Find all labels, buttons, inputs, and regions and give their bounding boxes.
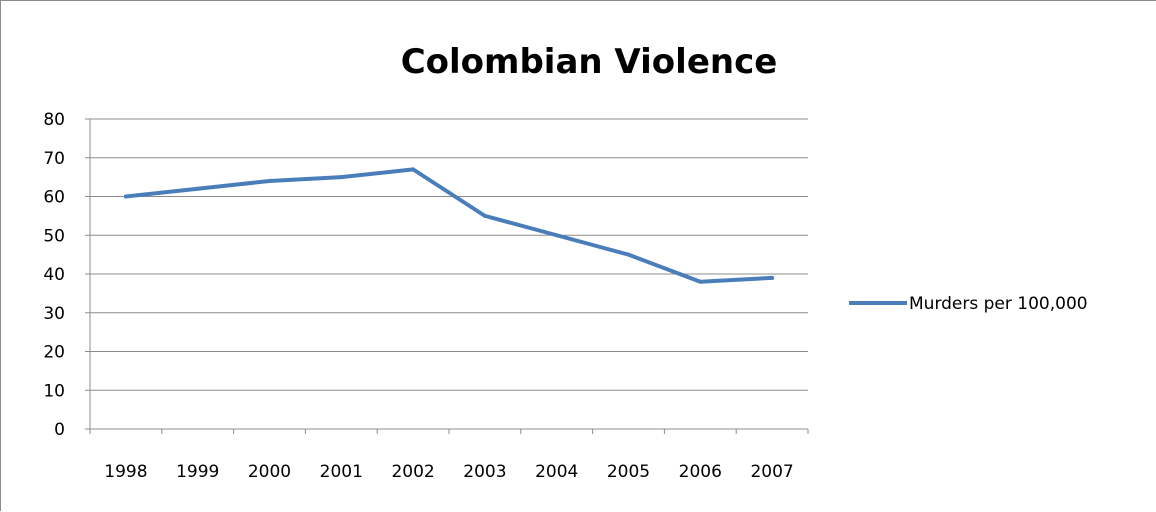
- x-tick-label: 2000: [248, 462, 291, 482]
- y-tick-label: 70: [43, 149, 65, 169]
- series-layer: [123, 167, 775, 284]
- y-tick-label: 0: [54, 420, 65, 440]
- x-tick-label: 2002: [391, 462, 434, 482]
- x-tick-label: 2003: [463, 462, 506, 482]
- x-tick-label: 2006: [679, 462, 722, 482]
- y-tick-label: 20: [43, 343, 65, 363]
- x-tick-label: 2001: [320, 462, 363, 482]
- data-point: [698, 279, 703, 284]
- y-tick-label: 50: [43, 226, 65, 246]
- x-tick-label: 2007: [750, 462, 793, 482]
- gridlines: [85, 118, 808, 430]
- data-point: [195, 186, 200, 191]
- x-tick-label: 2004: [535, 462, 578, 482]
- data-point: [626, 252, 631, 257]
- x-tick-label: 2005: [607, 462, 650, 482]
- y-tick-label: 60: [43, 188, 65, 208]
- y-axis-tick-labels: 0 10 20 30 40 50 60 70 80: [43, 110, 65, 440]
- data-point: [411, 167, 416, 172]
- y-tick-label: 10: [43, 381, 65, 401]
- x-axis-tick-labels: 1998 1999 2000 2001 2002 2003 2004 2005 2006 2007: [89, 429, 809, 482]
- data-point: [123, 194, 128, 199]
- series-line: [123, 167, 775, 284]
- chart-title: Colombian Violence: [401, 42, 778, 82]
- x-tick-label: 1999: [176, 462, 219, 482]
- data-point: [770, 275, 775, 280]
- data-point: [554, 233, 559, 238]
- data-point: [267, 179, 272, 183]
- x-tick-label: 1998: [104, 462, 147, 482]
- y-tick-label: 80: [43, 110, 65, 130]
- data-point: [482, 213, 487, 218]
- legend-label: Murders per 100,000: [909, 294, 1088, 314]
- data-point: [339, 175, 344, 180]
- legend: Murders per 100,000: [849, 294, 1088, 314]
- y-tick-label: 40: [43, 265, 65, 285]
- y-tick-label: 30: [43, 304, 65, 324]
